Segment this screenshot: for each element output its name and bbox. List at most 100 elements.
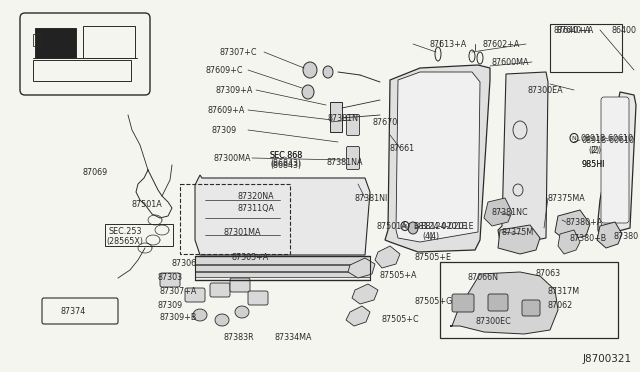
Ellipse shape bbox=[235, 306, 249, 318]
Bar bbox=[550, 24, 622, 72]
FancyBboxPatch shape bbox=[601, 97, 629, 223]
Bar bbox=[33, 34, 41, 46]
FancyBboxPatch shape bbox=[346, 115, 360, 135]
Polygon shape bbox=[498, 225, 540, 254]
Ellipse shape bbox=[215, 314, 229, 326]
Ellipse shape bbox=[408, 222, 418, 234]
Text: 87317M: 87317M bbox=[548, 288, 580, 296]
Polygon shape bbox=[597, 222, 622, 248]
FancyBboxPatch shape bbox=[522, 300, 540, 316]
Text: SEC.868: SEC.868 bbox=[270, 151, 303, 160]
Polygon shape bbox=[346, 306, 370, 326]
Text: 87063: 87063 bbox=[536, 269, 561, 279]
Ellipse shape bbox=[323, 66, 333, 78]
Text: B8124-0201E: B8124-0201E bbox=[420, 221, 474, 231]
Text: 87300EA: 87300EA bbox=[528, 86, 564, 94]
Bar bbox=[330, 102, 342, 132]
Text: 87381NI: 87381NI bbox=[355, 193, 388, 202]
Text: 87613+A: 87613+A bbox=[430, 39, 467, 48]
Text: 87501A: 87501A bbox=[377, 221, 408, 231]
Text: 87505+A: 87505+A bbox=[380, 272, 417, 280]
Bar bbox=[83, 26, 136, 58]
FancyBboxPatch shape bbox=[346, 147, 360, 170]
Text: SEC.253: SEC.253 bbox=[108, 227, 141, 235]
Polygon shape bbox=[375, 246, 400, 268]
Ellipse shape bbox=[193, 309, 207, 321]
Text: (2): (2) bbox=[590, 145, 601, 154]
Ellipse shape bbox=[303, 62, 317, 78]
Bar bbox=[35, 28, 76, 58]
Text: 87069: 87069 bbox=[82, 167, 108, 176]
Text: 87505+C: 87505+C bbox=[382, 315, 420, 324]
Text: 87062: 87062 bbox=[548, 301, 573, 311]
Text: 87301MA: 87301MA bbox=[223, 228, 260, 237]
Polygon shape bbox=[352, 284, 378, 304]
Text: 87309: 87309 bbox=[158, 301, 183, 311]
Text: (2): (2) bbox=[588, 145, 599, 154]
Text: 87380: 87380 bbox=[614, 231, 639, 241]
Text: 87303: 87303 bbox=[158, 273, 183, 282]
Ellipse shape bbox=[350, 154, 360, 166]
FancyBboxPatch shape bbox=[185, 288, 205, 302]
Bar bbox=[195, 256, 370, 264]
Text: 08918-60610: 08918-60610 bbox=[581, 134, 634, 142]
Text: 87380+B: 87380+B bbox=[570, 234, 607, 243]
Bar bbox=[105, 224, 173, 246]
Text: 87303+A: 87303+A bbox=[232, 253, 269, 263]
Text: 87334MA: 87334MA bbox=[275, 334, 312, 343]
Text: 87309+A: 87309+A bbox=[215, 86, 252, 94]
Text: B: B bbox=[403, 224, 407, 228]
FancyBboxPatch shape bbox=[160, 273, 180, 287]
Polygon shape bbox=[385, 65, 490, 252]
Text: 87380+A: 87380+A bbox=[566, 218, 604, 227]
Text: 87609+C: 87609+C bbox=[205, 65, 243, 74]
Polygon shape bbox=[484, 198, 512, 226]
Text: 87374: 87374 bbox=[60, 308, 85, 317]
Text: 87640+A: 87640+A bbox=[554, 26, 591, 35]
Polygon shape bbox=[348, 258, 375, 278]
Text: 87300MA: 87300MA bbox=[213, 154, 250, 163]
Text: 87670: 87670 bbox=[373, 118, 398, 126]
Text: (86843): (86843) bbox=[270, 160, 301, 170]
Polygon shape bbox=[555, 210, 590, 240]
Text: J8700321: J8700321 bbox=[583, 354, 632, 364]
Ellipse shape bbox=[302, 85, 314, 99]
Bar bbox=[180, 184, 290, 254]
Text: 87609+A: 87609+A bbox=[208, 106, 245, 115]
FancyBboxPatch shape bbox=[210, 283, 230, 297]
Text: (4): (4) bbox=[428, 231, 439, 241]
Text: 87381NC: 87381NC bbox=[492, 208, 529, 217]
Text: (86843): (86843) bbox=[270, 158, 301, 167]
FancyBboxPatch shape bbox=[230, 278, 250, 292]
Text: (28565X): (28565X) bbox=[106, 237, 143, 246]
Bar bbox=[195, 272, 370, 277]
Text: 08918-60610: 08918-60610 bbox=[582, 135, 635, 144]
Polygon shape bbox=[396, 72, 480, 242]
Text: 87381NA: 87381NA bbox=[327, 157, 364, 167]
Text: 87309+B: 87309+B bbox=[160, 314, 197, 323]
Bar bbox=[195, 265, 370, 271]
Text: 87311QA: 87311QA bbox=[238, 203, 275, 212]
Text: 87300EC: 87300EC bbox=[476, 317, 512, 327]
Text: 87066N: 87066N bbox=[468, 273, 499, 282]
Text: 87320NA: 87320NA bbox=[238, 192, 275, 201]
Text: 87307+A: 87307+A bbox=[160, 288, 197, 296]
Text: 87307+C: 87307+C bbox=[220, 48, 257, 57]
Polygon shape bbox=[195, 175, 370, 255]
Text: 87309: 87309 bbox=[212, 125, 237, 135]
Text: 87375M: 87375M bbox=[502, 228, 534, 237]
Text: 87501A: 87501A bbox=[132, 199, 163, 208]
Text: (4): (4) bbox=[422, 231, 433, 241]
Text: 86400: 86400 bbox=[612, 26, 637, 35]
FancyBboxPatch shape bbox=[248, 291, 268, 305]
Text: 87505+E: 87505+E bbox=[415, 253, 452, 263]
Text: 87661: 87661 bbox=[390, 144, 415, 153]
Text: 87381N: 87381N bbox=[328, 113, 359, 122]
Text: 985HI: 985HI bbox=[582, 160, 605, 169]
Text: SEC.868: SEC.868 bbox=[270, 151, 303, 160]
FancyBboxPatch shape bbox=[488, 294, 508, 311]
Polygon shape bbox=[498, 72, 548, 246]
Bar bbox=[440, 262, 618, 338]
Text: 87600MA: 87600MA bbox=[492, 58, 529, 67]
FancyBboxPatch shape bbox=[452, 294, 474, 312]
